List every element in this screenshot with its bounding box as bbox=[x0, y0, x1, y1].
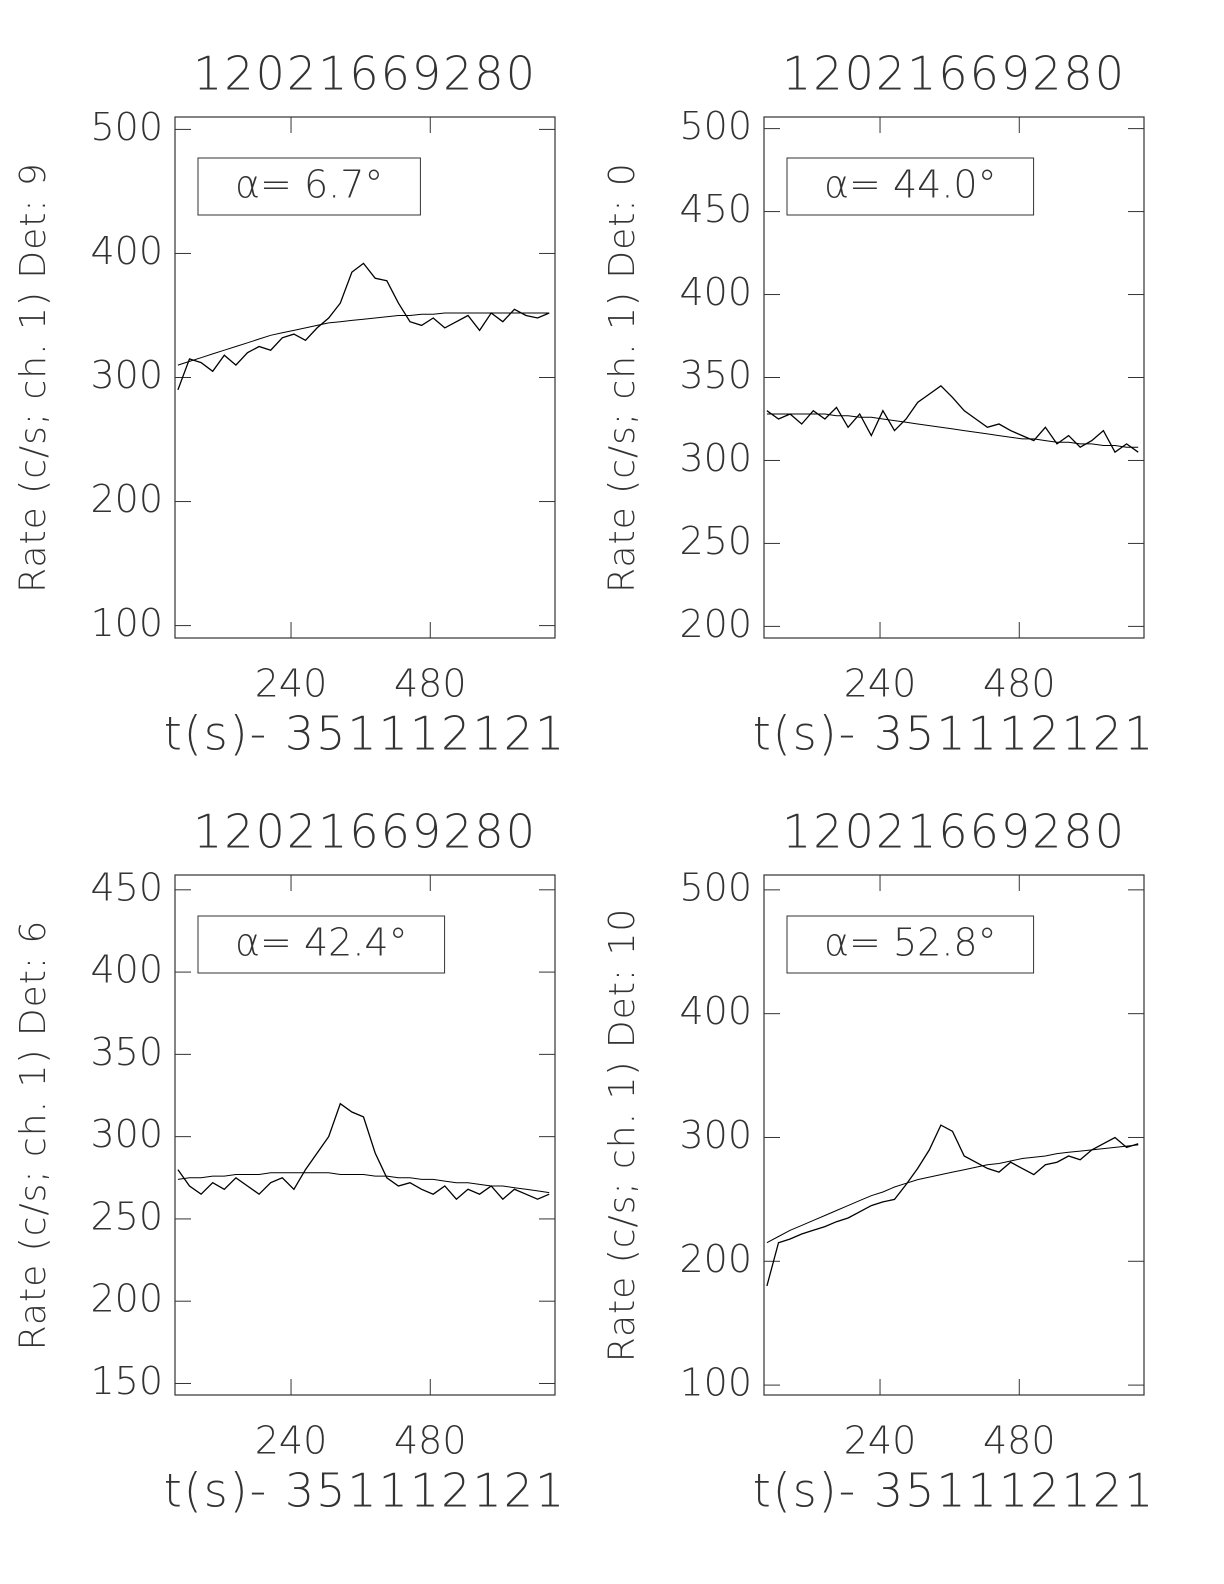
y-tick-label: 450 bbox=[90, 865, 163, 909]
y-tick-label: 350 bbox=[679, 353, 752, 397]
y-tick-label: 300 bbox=[90, 353, 163, 397]
y-tick-label: 350 bbox=[90, 1030, 163, 1074]
series-line bbox=[177, 1172, 550, 1194]
annotation-box bbox=[786, 915, 1035, 974]
y-tick-label: 400 bbox=[90, 229, 163, 273]
plot-frame bbox=[174, 874, 556, 1396]
x-tick-label: 240 bbox=[255, 662, 328, 706]
series-line bbox=[766, 1144, 1139, 1244]
y-axis-label: Rate (c/s; ch. 1) Det: 0 bbox=[602, 162, 643, 593]
y-tick-label: 150 bbox=[90, 1359, 163, 1403]
y-tick-label: 250 bbox=[90, 1194, 163, 1238]
y-tick-label: 300 bbox=[679, 436, 752, 480]
y-tick-label: 500 bbox=[90, 105, 163, 149]
x-axis-label: t(s)- 351112121 bbox=[753, 1464, 1156, 1518]
y-tick-label: 200 bbox=[679, 1237, 752, 1281]
y-tick-label: 400 bbox=[90, 948, 163, 992]
y-axis-label: Rate (c/s; ch. 1) Det: 6 bbox=[13, 920, 54, 1351]
x-axis-label: t(s)- 351112121 bbox=[753, 707, 1156, 761]
x-tick-label: 480 bbox=[983, 1419, 1056, 1463]
annotation-box bbox=[786, 157, 1035, 216]
y-tick-label: 500 bbox=[679, 104, 752, 148]
y-axis-label: Rate (c/s; ch. 1) Det: 9 bbox=[13, 162, 54, 593]
chart-title: 12021669280 bbox=[193, 47, 537, 101]
annotation-box bbox=[197, 157, 421, 216]
x-tick-label: 480 bbox=[394, 662, 467, 706]
y-tick-label: 200 bbox=[679, 602, 752, 646]
annotation-box bbox=[197, 915, 446, 974]
annotation: α= 52.8° bbox=[824, 921, 997, 965]
y-tick-label: 100 bbox=[90, 601, 163, 645]
series-line bbox=[766, 413, 1139, 448]
x-axis-label: t(s)- 351112121 bbox=[164, 1464, 567, 1518]
series-line bbox=[177, 1102, 550, 1201]
y-tick-label: 400 bbox=[679, 270, 752, 314]
chart-title: 12021669280 bbox=[193, 805, 537, 859]
x-tick-label: 480 bbox=[983, 662, 1056, 706]
y-tick-label: 500 bbox=[679, 865, 752, 909]
x-axis-label: t(s)- 351112121 bbox=[164, 707, 567, 761]
y-tick-label: 400 bbox=[679, 989, 752, 1033]
series-line bbox=[177, 312, 550, 366]
x-tick-label: 240 bbox=[844, 662, 917, 706]
y-tick-label: 300 bbox=[679, 1113, 752, 1157]
y-tick-label: 300 bbox=[90, 1112, 163, 1156]
y-tick-label: 250 bbox=[679, 519, 752, 563]
series-line bbox=[766, 1124, 1139, 1287]
series-line bbox=[177, 262, 550, 391]
y-tick-label: 100 bbox=[679, 1361, 752, 1405]
x-tick-label: 480 bbox=[394, 1419, 467, 1463]
annotation: α= 44.0° bbox=[824, 163, 997, 207]
annotation: α= 42.4° bbox=[235, 921, 408, 965]
y-tick-label: 200 bbox=[90, 477, 163, 521]
chart-title: 12021669280 bbox=[782, 47, 1126, 101]
chart-title: 12021669280 bbox=[782, 805, 1126, 859]
y-axis-label: Rate (c/s; ch. 1) Det: 10 bbox=[602, 908, 643, 1363]
plot-frame bbox=[763, 874, 1145, 1396]
series-line bbox=[766, 384, 1139, 454]
x-tick-label: 240 bbox=[844, 1419, 917, 1463]
x-tick-label: 240 bbox=[255, 1419, 328, 1463]
y-tick-label: 200 bbox=[90, 1277, 163, 1321]
annotation: α= 6.7° bbox=[235, 163, 383, 207]
y-tick-label: 450 bbox=[679, 187, 752, 231]
